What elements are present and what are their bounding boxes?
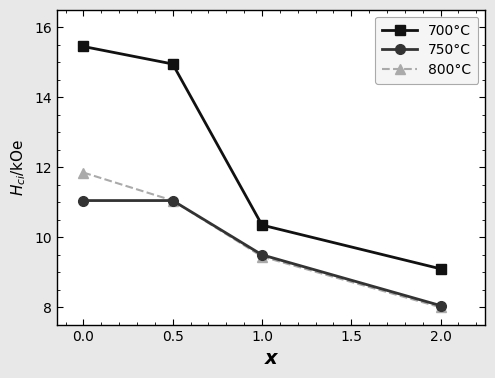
X-axis label: x: x bbox=[265, 349, 277, 368]
800°C bbox=[80, 170, 86, 175]
800°C bbox=[259, 254, 265, 259]
Line: 800°C: 800°C bbox=[79, 168, 446, 312]
750°C bbox=[170, 198, 176, 203]
750°C bbox=[438, 303, 444, 308]
800°C bbox=[170, 198, 176, 203]
700°C bbox=[80, 44, 86, 49]
Line: 700°C: 700°C bbox=[79, 42, 446, 274]
750°C bbox=[259, 253, 265, 257]
800°C bbox=[438, 305, 444, 310]
Line: 750°C: 750°C bbox=[79, 196, 446, 310]
Legend: 700°C, 750°C, 800°C: 700°C, 750°C, 800°C bbox=[376, 17, 478, 84]
750°C bbox=[80, 198, 86, 203]
700°C bbox=[170, 62, 176, 66]
700°C bbox=[259, 223, 265, 227]
700°C bbox=[438, 266, 444, 271]
Y-axis label: $H_{ci}$/kOe: $H_{ci}$/kOe bbox=[10, 139, 28, 196]
